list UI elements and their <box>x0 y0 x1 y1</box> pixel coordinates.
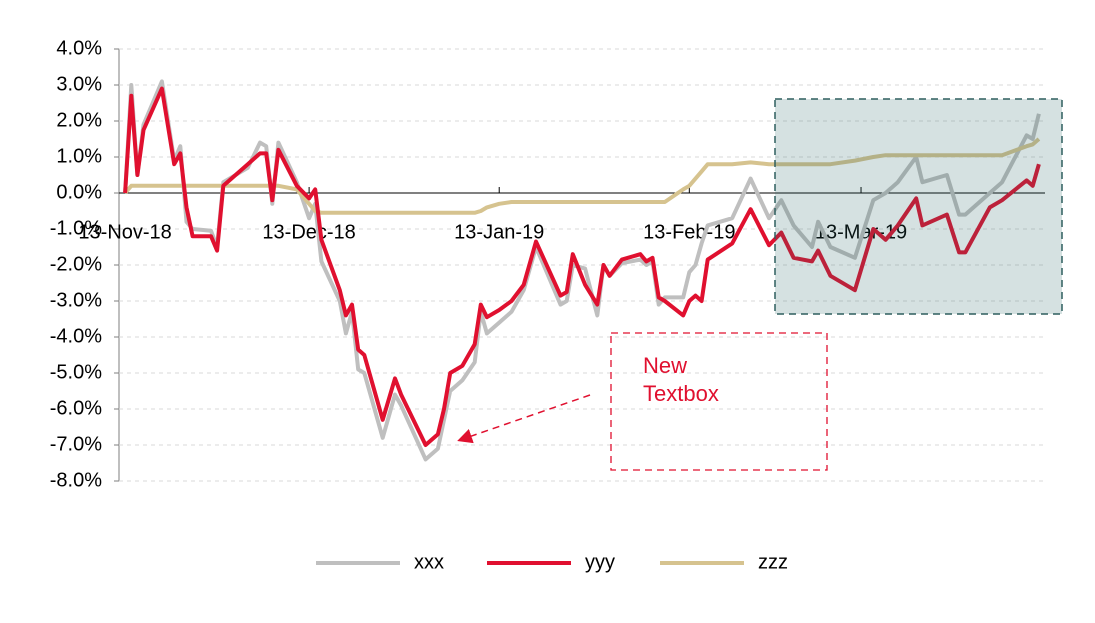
y-tick-label: 1.0% <box>56 145 102 167</box>
plot <box>123 79 1041 462</box>
textbox-border <box>610 332 828 471</box>
y-tick-label: 4.0% <box>56 37 102 59</box>
x-tick-label: 13-Jan-19 <box>454 221 544 243</box>
y-tick-label: -5.0% <box>50 361 102 383</box>
series-line <box>123 86 1041 447</box>
y-tick-label: -4.0% <box>50 325 102 347</box>
legend: xxx yyy zzz <box>316 551 788 573</box>
y-tick-label: -3.0% <box>50 289 102 311</box>
x-tick-label: 13-Nov-18 <box>78 221 171 243</box>
highlight-region <box>774 98 1063 315</box>
y-tick-label: -6.0% <box>50 397 102 419</box>
legend-label: zzz <box>758 551 788 573</box>
x-tick-label: 13-Feb-19 <box>643 221 735 243</box>
series-line <box>123 137 1041 215</box>
x-tick-label: 13-Dec-18 <box>262 221 355 243</box>
y-tick-label: 0.0% <box>56 181 102 203</box>
annotation-arrow <box>457 394 591 444</box>
legend-label: yyy <box>585 551 615 573</box>
y-tick-label: -8.0% <box>50 469 102 491</box>
y-tick-label: 3.0% <box>56 73 102 95</box>
grid: -8.0% -7.0% -6.0% -5.0% -4.0% -3.0% -2.0% -1.0%… <box>50 37 1045 491</box>
y-tick-label: -7.0% <box>50 433 102 455</box>
y-tick-label: -2.0% <box>50 253 102 275</box>
annotation-text: New Textbox <box>643 353 719 406</box>
legend-label: xxx <box>414 551 444 573</box>
y-tick-label: -1.0% <box>50 217 102 239</box>
y-tick-label: 2.0% <box>56 109 102 131</box>
